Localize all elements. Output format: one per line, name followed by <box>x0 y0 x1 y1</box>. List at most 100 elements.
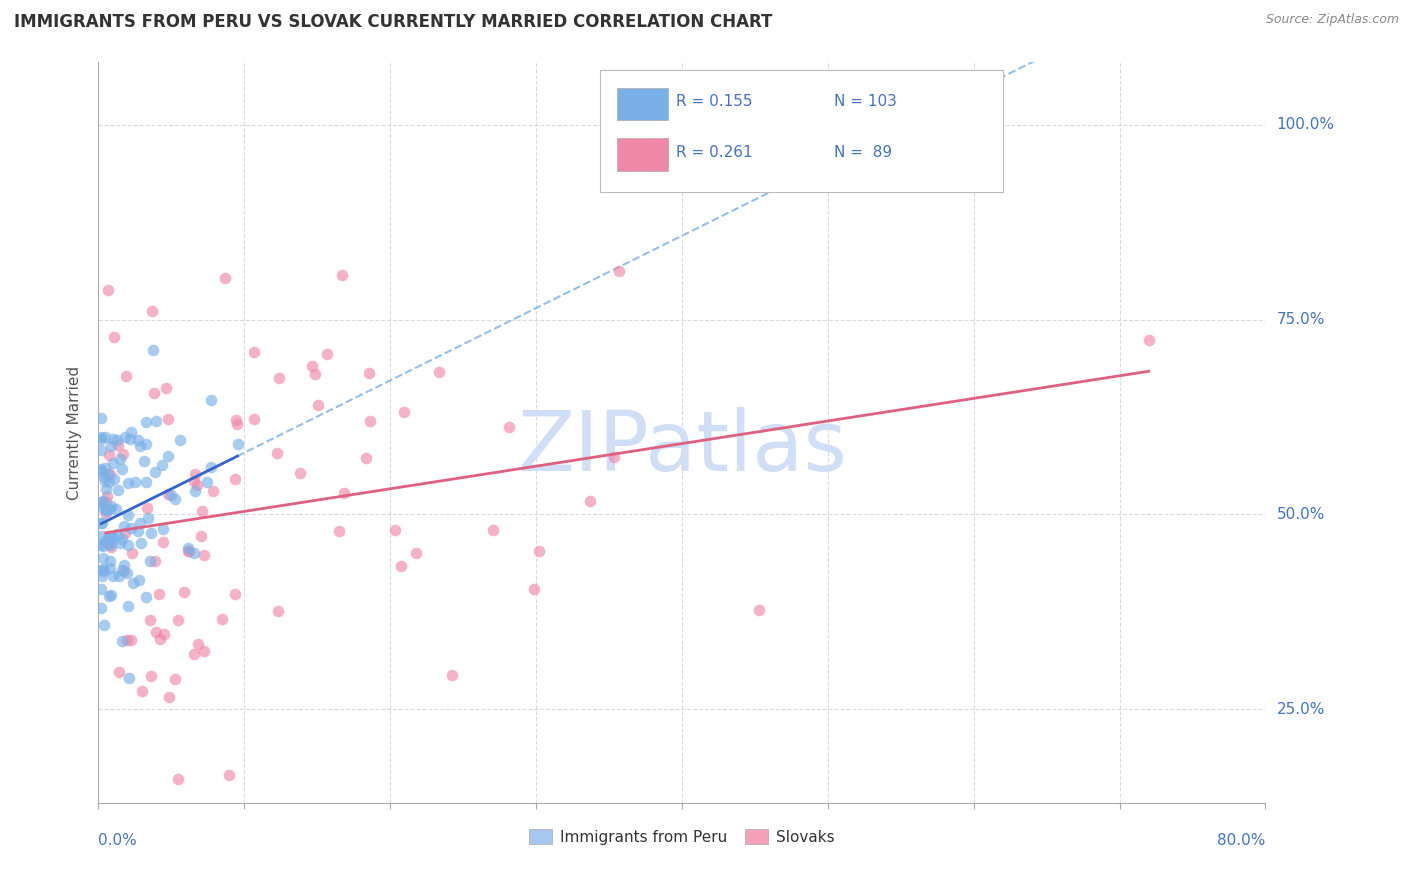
Point <box>141 526 163 541</box>
Point <box>609 264 631 278</box>
Point <box>141 304 163 318</box>
Point <box>94 474 117 488</box>
Point <box>167 613 190 627</box>
Point <box>91 551 114 566</box>
Point <box>111 532 134 546</box>
Point <box>301 359 323 373</box>
Point <box>354 451 377 466</box>
Point <box>152 522 174 536</box>
Point <box>135 437 157 451</box>
Point <box>190 529 212 543</box>
Point <box>97 467 120 481</box>
Point <box>142 343 165 357</box>
Point <box>98 532 121 546</box>
Point <box>135 501 157 516</box>
Point <box>165 491 187 506</box>
Point <box>112 564 135 578</box>
Point <box>101 433 124 447</box>
Point <box>405 546 427 560</box>
Point <box>129 536 152 550</box>
Point <box>304 367 326 381</box>
Point <box>120 521 142 535</box>
Point <box>100 561 122 575</box>
Point <box>112 558 135 572</box>
Text: Source: ZipAtlas.com: Source: ZipAtlas.com <box>1265 13 1399 27</box>
Point <box>100 502 122 516</box>
Point <box>384 523 406 537</box>
Point <box>94 430 117 444</box>
Point <box>225 412 247 426</box>
Point <box>131 683 153 698</box>
Point <box>288 466 311 480</box>
Point <box>1137 333 1160 347</box>
Point <box>211 612 233 626</box>
Point <box>122 576 145 591</box>
Point <box>120 633 142 648</box>
Point <box>218 768 240 782</box>
Point <box>90 500 112 515</box>
Point <box>177 541 200 556</box>
Point <box>94 534 117 549</box>
Point <box>108 665 131 679</box>
Text: 80.0%: 80.0% <box>1218 833 1265 848</box>
Point <box>93 618 115 632</box>
Point <box>107 483 129 497</box>
Point <box>117 476 139 491</box>
Point <box>127 433 149 447</box>
Point <box>105 433 128 447</box>
Point <box>128 574 150 588</box>
Point <box>200 460 222 475</box>
Point <box>177 544 200 558</box>
Point <box>202 484 225 499</box>
Point <box>166 772 188 786</box>
Point <box>135 475 157 490</box>
Point <box>139 554 162 568</box>
Point <box>91 569 114 583</box>
Point <box>187 637 209 651</box>
Point <box>157 690 180 704</box>
Point <box>90 432 112 446</box>
Point <box>150 458 173 472</box>
Point <box>103 330 125 344</box>
Point <box>145 413 167 427</box>
Point <box>193 549 215 563</box>
Point <box>110 452 132 467</box>
Point <box>98 554 121 568</box>
Point <box>114 430 136 444</box>
Text: 50.0%: 50.0% <box>1277 507 1324 522</box>
Point <box>186 478 208 492</box>
Point <box>118 671 141 685</box>
Point <box>124 475 146 490</box>
Point <box>98 467 121 481</box>
Point <box>90 600 112 615</box>
Point <box>111 447 134 461</box>
Point <box>93 564 115 578</box>
Point <box>200 393 222 408</box>
Point <box>91 564 114 578</box>
Point <box>90 516 112 530</box>
Point <box>143 465 166 479</box>
Point <box>91 562 114 576</box>
Point <box>103 472 125 486</box>
Point <box>183 647 205 661</box>
Point <box>101 568 124 582</box>
Point <box>226 417 249 431</box>
Text: R = 0.261: R = 0.261 <box>676 145 752 160</box>
Point <box>94 483 117 497</box>
Point <box>90 464 112 478</box>
Point <box>117 632 139 647</box>
Point <box>224 472 246 486</box>
Point <box>98 538 121 552</box>
Point <box>269 371 291 385</box>
Point <box>498 419 520 434</box>
Point <box>90 582 112 597</box>
Text: 25.0%: 25.0% <box>1277 702 1324 717</box>
Point <box>120 425 142 439</box>
Point <box>111 563 134 577</box>
FancyBboxPatch shape <box>617 138 668 170</box>
Point <box>110 536 132 550</box>
Point <box>153 627 176 641</box>
Point <box>134 454 156 468</box>
Point <box>93 469 115 483</box>
Point <box>117 508 139 523</box>
